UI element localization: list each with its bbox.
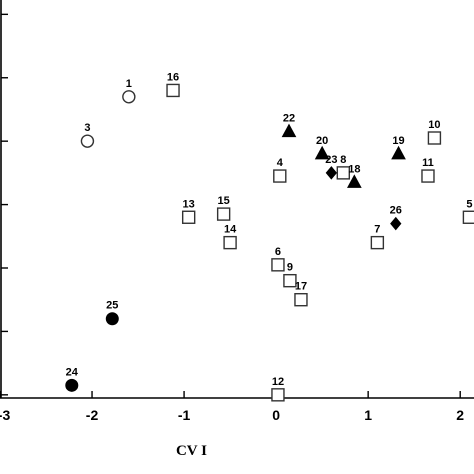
point-6-label: 6 bbox=[275, 246, 281, 258]
point-7-label: 7 bbox=[374, 224, 380, 236]
point-5-marker bbox=[462, 210, 474, 224]
point-11-marker bbox=[421, 169, 435, 183]
point-17-label: 17 bbox=[295, 281, 307, 293]
x-tick-label: -2 bbox=[86, 407, 99, 423]
point-23-label: 23 bbox=[325, 154, 337, 166]
point-14-label: 14 bbox=[224, 224, 237, 236]
point-13-label: 13 bbox=[183, 198, 195, 210]
point-13-marker bbox=[181, 210, 196, 224]
point-6-marker bbox=[271, 258, 285, 272]
point-23-marker bbox=[325, 166, 337, 180]
point-26-label: 26 bbox=[390, 205, 402, 217]
point-19-label: 19 bbox=[392, 135, 404, 147]
point-9-marker bbox=[283, 273, 297, 288]
point-24-marker bbox=[65, 378, 79, 392]
point-20-marker bbox=[314, 145, 330, 160]
x-tick-label: -3 bbox=[0, 407, 10, 423]
point-19-marker bbox=[391, 145, 406, 160]
point-15-marker bbox=[216, 207, 231, 221]
x-tick-label: 0 bbox=[272, 407, 280, 423]
x-tick-label: -1 bbox=[178, 407, 191, 423]
axes bbox=[0, 0, 474, 399]
point-12-label: 12 bbox=[272, 376, 284, 388]
x-tick-label: 1 bbox=[364, 407, 372, 423]
point-1-label: 1 bbox=[126, 78, 132, 90]
point-5-label: 5 bbox=[466, 198, 472, 210]
point-16-label: 16 bbox=[167, 71, 179, 83]
point-18-marker bbox=[347, 174, 362, 188]
point-17-marker bbox=[294, 293, 308, 307]
y-axis-ticks bbox=[1, 13, 8, 396]
x-axis-title: CV I bbox=[176, 443, 207, 459]
x-axis-ticks: -3 -2 -1 0 1 2 bbox=[0, 391, 464, 423]
point-22-label: 22 bbox=[283, 113, 295, 125]
point-4-label: 4 bbox=[277, 157, 284, 169]
point-8-marker bbox=[336, 166, 351, 180]
point-25-marker bbox=[105, 312, 119, 326]
point-14-marker bbox=[223, 235, 237, 250]
point-18-label: 18 bbox=[348, 163, 360, 175]
point-16-marker bbox=[166, 83, 180, 98]
point-10-label: 10 bbox=[428, 119, 440, 131]
point-8-label: 8 bbox=[340, 154, 346, 166]
point-20-label: 20 bbox=[316, 135, 328, 147]
point-12-marker bbox=[271, 388, 285, 402]
point-15-label: 15 bbox=[218, 195, 230, 207]
point-11-label: 11 bbox=[422, 157, 434, 169]
point-4-marker bbox=[273, 169, 287, 183]
point-22-marker bbox=[281, 123, 297, 138]
point-24-label: 24 bbox=[66, 366, 79, 378]
data-points bbox=[65, 83, 474, 402]
point-10-marker bbox=[427, 131, 442, 145]
point-7-marker bbox=[370, 235, 385, 250]
point-25-label: 25 bbox=[106, 300, 118, 312]
point-1-marker bbox=[122, 90, 136, 104]
point-9-label: 9 bbox=[287, 262, 293, 274]
x-tick-label: 2 bbox=[456, 407, 464, 423]
point-3-marker bbox=[80, 134, 95, 148]
point-3-label: 3 bbox=[84, 122, 90, 134]
point-26-marker bbox=[390, 216, 402, 231]
